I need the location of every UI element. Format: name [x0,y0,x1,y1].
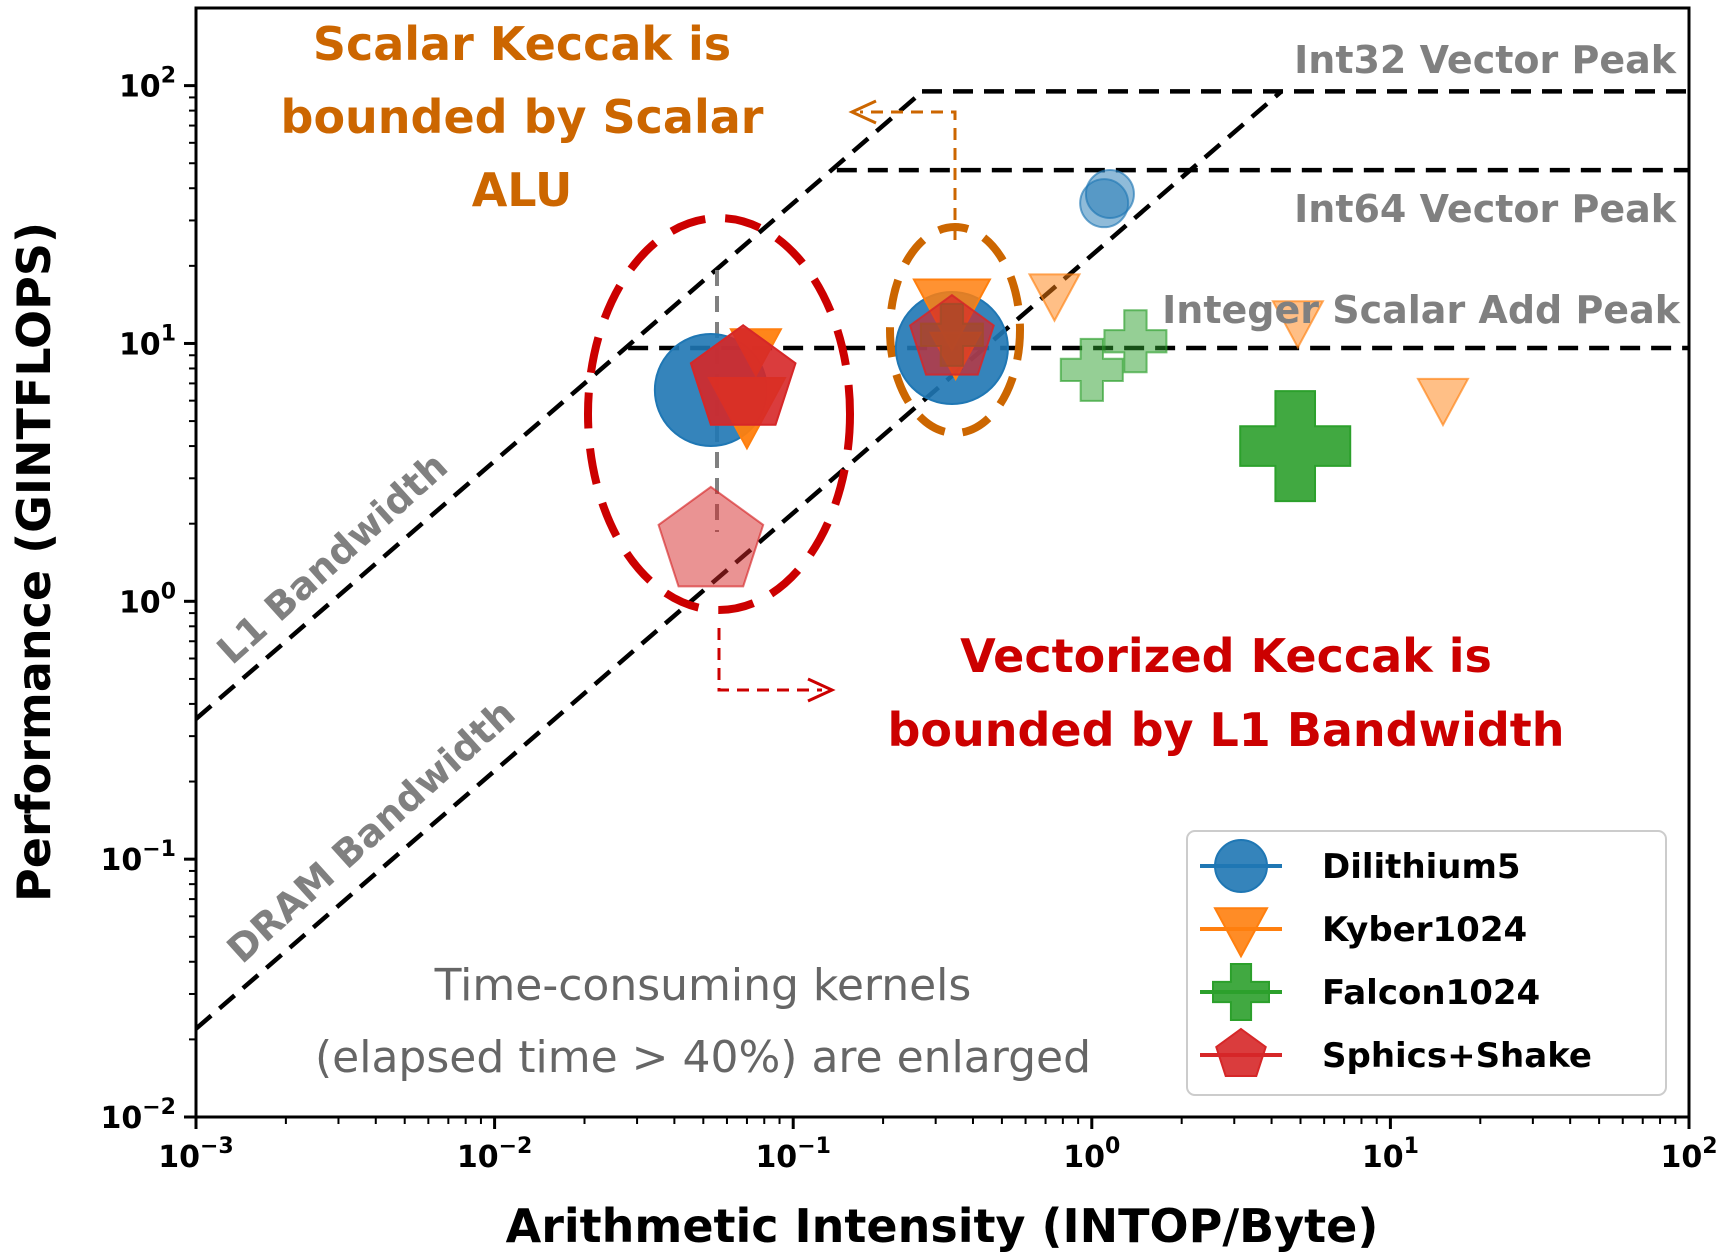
scalar-keccak-ellipse [886,223,1024,437]
falcon1024-marker [1239,390,1352,503]
scalar-keccak-line-1: Scalar Keccak is [313,17,731,71]
kyber1024-marker [1027,273,1082,323]
scalar-keccak-line-2: bounded by Scalar [281,90,764,144]
legend-label: Dilithium5 [1322,847,1521,887]
vectorized-keccak-line-2: bounded by L1 Bandwidth [887,703,1564,757]
peak-label-int32: Int32 Vector Peak [1294,38,1677,82]
x-tick-label: 10−3 [158,1134,234,1175]
legend-box [1186,830,1667,1096]
legend-dilithium5-marker [1214,839,1268,893]
y-tick-label: 100 [119,579,176,620]
l1-bandwidth-line [196,90,924,721]
vectorized-keccak-annotation: Vectorized Keccak is bounded by L1 Bandw… [887,629,1564,757]
legend-sphics-shake-marker [1215,1027,1267,1078]
vectorized-arrowhead [807,677,836,703]
y-tick-label: 10−2 [101,1095,177,1136]
x-tick-label: 10−2 [457,1134,532,1175]
legend-falcon1024-marker [1212,963,1270,1021]
peak-label-scalar: Integer Scalar Add Peak [1162,288,1681,332]
falcon1024-marker [1059,337,1124,402]
dram-bandwidth-label: DRAM Bandwidth [219,691,524,972]
legend-label: Kyber1024 [1322,910,1527,950]
legend-item-falcon1024: Falcon1024 [1200,963,1540,1021]
x-axis-title: Arithmetic Intensity (INTOP/Byte) [506,1199,1379,1253]
legend-item-dilithium5: Dilithium5 [1200,839,1521,893]
kyber1024-marker [1271,300,1325,350]
sphics-shake-marker [908,293,995,376]
scalar-keccak-annotation: Scalar Keccak is bounded by Scalar ALU [281,17,764,217]
sphics-shake-marker [689,324,797,426]
vectorized-arrow [717,628,822,692]
x-tick-label: 10−1 [755,1134,831,1175]
time-consuming-note: Time-consuming kernels (elapsed time > 4… [315,960,1091,1083]
y-axis-title: Performance (GINTFLOPS) [7,222,61,902]
peak-label-int64: Int64 Vector Peak [1294,187,1677,231]
vectorized-keccak-ellipse [584,214,854,614]
legend-label: Sphics+Shake [1322,1036,1592,1076]
dilithium5-marker [1084,168,1135,219]
scalar-arrow [860,110,957,240]
l1-bandwidth-label: L1 Bandwidth [209,444,456,673]
scalar-arrowhead [848,99,877,125]
legend-kyber1024-marker [1213,907,1269,959]
time-consuming-line-1: Time-consuming kernels [434,960,972,1011]
legend-label: Falcon1024 [1322,973,1540,1013]
scalar-keccak-line-3: ALU [472,163,573,217]
y-tick-label: 10−1 [101,837,177,878]
sphics-shake-marker [657,485,765,588]
kyber1024-marker [1416,377,1470,428]
annotation-shapes [584,99,1024,703]
x-tick-label: 102 [1660,1134,1717,1175]
y-tick-label: 102 [119,64,176,105]
x-tick-label: 100 [1063,1134,1120,1175]
legend-item-kyber1024: Kyber1024 [1200,907,1527,959]
vectorized-keccak-line-1: Vectorized Keccak is [960,629,1492,683]
x-tick-label: 101 [1362,1134,1419,1175]
falcon1024-marker [1103,309,1168,374]
time-consuming-line-2: (elapsed time > 40%) are enlarged [315,1032,1091,1083]
legend: Dilithium5 Kyber1024 Falcon1024 Sphics+Shak… [1186,830,1667,1096]
y-tick-label: 101 [119,321,176,362]
legend-item-sphics-shake: Sphics+Shake [1200,1027,1592,1078]
plot-frame [194,6,1691,1119]
data-markers [653,168,1470,588]
